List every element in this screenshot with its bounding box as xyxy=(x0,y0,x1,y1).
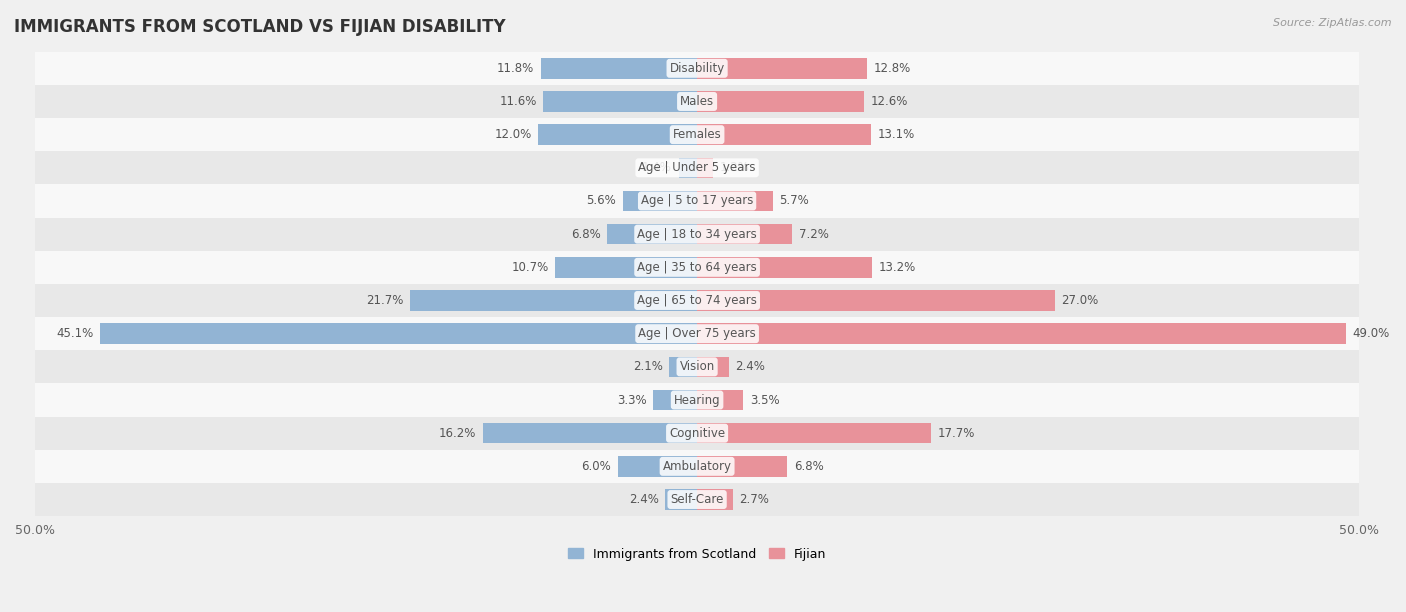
Bar xyxy=(35,151,1360,184)
Text: 6.8%: 6.8% xyxy=(794,460,824,473)
Text: Self-Care: Self-Care xyxy=(671,493,724,506)
Bar xyxy=(35,317,1360,350)
Text: 2.4%: 2.4% xyxy=(735,360,765,373)
Bar xyxy=(35,251,1360,284)
Bar xyxy=(697,489,733,510)
Text: 49.0%: 49.0% xyxy=(1353,327,1389,340)
Text: 16.2%: 16.2% xyxy=(439,427,477,439)
Bar xyxy=(697,357,728,377)
Bar xyxy=(669,357,697,377)
Text: IMMIGRANTS FROM SCOTLAND VS FIJIAN DISABILITY: IMMIGRANTS FROM SCOTLAND VS FIJIAN DISAB… xyxy=(14,18,506,36)
Text: 7.2%: 7.2% xyxy=(799,228,830,241)
Bar xyxy=(679,157,697,178)
Bar xyxy=(35,350,1360,384)
Text: Age | Under 5 years: Age | Under 5 years xyxy=(638,162,756,174)
Text: 12.8%: 12.8% xyxy=(873,62,911,75)
Text: 17.7%: 17.7% xyxy=(938,427,976,439)
Bar xyxy=(35,417,1360,450)
Bar xyxy=(482,423,697,444)
Bar xyxy=(35,118,1360,151)
Bar xyxy=(623,191,697,211)
Bar xyxy=(654,390,697,410)
Text: 1.4%: 1.4% xyxy=(643,162,672,174)
Text: Age | 5 to 17 years: Age | 5 to 17 years xyxy=(641,195,754,207)
Bar xyxy=(35,52,1360,85)
Text: 5.6%: 5.6% xyxy=(586,195,616,207)
Bar xyxy=(697,323,1346,344)
Bar xyxy=(35,284,1360,317)
Text: Age | Over 75 years: Age | Over 75 years xyxy=(638,327,756,340)
Bar xyxy=(697,58,866,78)
Text: Hearing: Hearing xyxy=(673,394,720,406)
Bar xyxy=(607,224,697,244)
Bar xyxy=(697,456,787,477)
Text: 6.8%: 6.8% xyxy=(571,228,600,241)
Text: Cognitive: Cognitive xyxy=(669,427,725,439)
Bar xyxy=(100,323,697,344)
Text: 45.1%: 45.1% xyxy=(56,327,93,340)
Bar xyxy=(35,184,1360,218)
Text: 13.2%: 13.2% xyxy=(879,261,915,274)
Text: Age | 35 to 64 years: Age | 35 to 64 years xyxy=(637,261,756,274)
Text: Vision: Vision xyxy=(679,360,714,373)
Bar xyxy=(665,489,697,510)
Bar xyxy=(697,91,863,112)
Bar xyxy=(697,191,772,211)
Bar xyxy=(35,384,1360,417)
Text: 5.7%: 5.7% xyxy=(779,195,808,207)
Text: 2.7%: 2.7% xyxy=(740,493,769,506)
Bar xyxy=(35,85,1360,118)
Bar xyxy=(544,91,697,112)
Text: 1.2%: 1.2% xyxy=(720,162,749,174)
Text: Source: ZipAtlas.com: Source: ZipAtlas.com xyxy=(1274,18,1392,28)
Text: Age | 65 to 74 years: Age | 65 to 74 years xyxy=(637,294,756,307)
Text: 12.6%: 12.6% xyxy=(870,95,908,108)
Bar xyxy=(35,450,1360,483)
Text: 3.5%: 3.5% xyxy=(749,394,780,406)
Text: Disability: Disability xyxy=(669,62,724,75)
Bar xyxy=(697,390,744,410)
Text: Age | 18 to 34 years: Age | 18 to 34 years xyxy=(637,228,756,241)
Text: 21.7%: 21.7% xyxy=(366,294,404,307)
Bar xyxy=(697,423,932,444)
Text: 6.0%: 6.0% xyxy=(581,460,612,473)
Text: Ambulatory: Ambulatory xyxy=(662,460,731,473)
Bar xyxy=(538,124,697,145)
Text: 11.6%: 11.6% xyxy=(499,95,537,108)
Text: Males: Males xyxy=(681,95,714,108)
Bar xyxy=(697,257,872,278)
Bar xyxy=(697,224,793,244)
Bar xyxy=(409,290,697,311)
Text: 11.8%: 11.8% xyxy=(496,62,534,75)
Bar xyxy=(697,157,713,178)
Text: 2.1%: 2.1% xyxy=(633,360,662,373)
Bar xyxy=(617,456,697,477)
Bar xyxy=(35,218,1360,251)
Bar xyxy=(697,290,1054,311)
Text: 2.4%: 2.4% xyxy=(628,493,658,506)
Text: Females: Females xyxy=(672,128,721,141)
Text: 3.3%: 3.3% xyxy=(617,394,647,406)
Text: 27.0%: 27.0% xyxy=(1062,294,1098,307)
Legend: Immigrants from Scotland, Fijian: Immigrants from Scotland, Fijian xyxy=(562,543,831,565)
Text: 13.1%: 13.1% xyxy=(877,128,914,141)
Bar xyxy=(555,257,697,278)
Bar xyxy=(541,58,697,78)
Bar xyxy=(697,124,870,145)
Text: 10.7%: 10.7% xyxy=(512,261,548,274)
Bar xyxy=(35,483,1360,516)
Text: 12.0%: 12.0% xyxy=(495,128,531,141)
